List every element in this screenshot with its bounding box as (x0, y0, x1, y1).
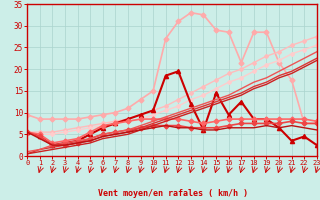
Text: Vent moyen/en rafales ( km/h ): Vent moyen/en rafales ( km/h ) (98, 189, 248, 198)
